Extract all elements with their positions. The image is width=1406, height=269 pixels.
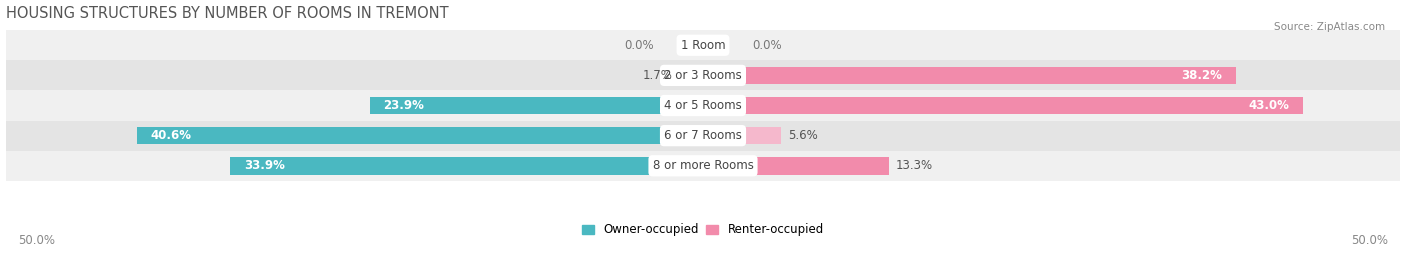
Bar [6, 121, 1400, 151]
Text: 50.0%: 50.0% [18, 235, 55, 247]
Bar [703, 67, 1236, 84]
Text: 8 or more Rooms: 8 or more Rooms [652, 159, 754, 172]
Text: 50.0%: 50.0% [1351, 235, 1388, 247]
Text: 33.9%: 33.9% [245, 159, 285, 172]
Text: 38.2%: 38.2% [1181, 69, 1222, 82]
Text: 1 Room: 1 Room [681, 39, 725, 52]
Bar [6, 30, 1400, 60]
Bar [136, 127, 703, 144]
Bar [703, 127, 782, 144]
Bar [703, 157, 889, 175]
Bar [679, 67, 703, 84]
Text: 2 or 3 Rooms: 2 or 3 Rooms [664, 69, 742, 82]
Bar [370, 97, 703, 114]
Text: 0.0%: 0.0% [752, 39, 782, 52]
Text: 23.9%: 23.9% [384, 99, 425, 112]
Text: 4 or 5 Rooms: 4 or 5 Rooms [664, 99, 742, 112]
Bar [6, 151, 1400, 181]
Text: 5.6%: 5.6% [789, 129, 818, 142]
Text: HOUSING STRUCTURES BY NUMBER OF ROOMS IN TREMONT: HOUSING STRUCTURES BY NUMBER OF ROOMS IN… [6, 6, 449, 20]
Text: 0.0%: 0.0% [624, 39, 654, 52]
Legend: Owner-occupied, Renter-occupied: Owner-occupied, Renter-occupied [578, 218, 828, 241]
Text: 6 or 7 Rooms: 6 or 7 Rooms [664, 129, 742, 142]
Bar [6, 60, 1400, 90]
Text: 43.0%: 43.0% [1249, 99, 1289, 112]
Bar [703, 97, 1303, 114]
Text: 40.6%: 40.6% [150, 129, 191, 142]
Text: 13.3%: 13.3% [896, 159, 932, 172]
Bar [6, 90, 1400, 121]
Text: Source: ZipAtlas.com: Source: ZipAtlas.com [1274, 22, 1385, 31]
Bar [231, 157, 703, 175]
Text: 1.7%: 1.7% [643, 69, 672, 82]
